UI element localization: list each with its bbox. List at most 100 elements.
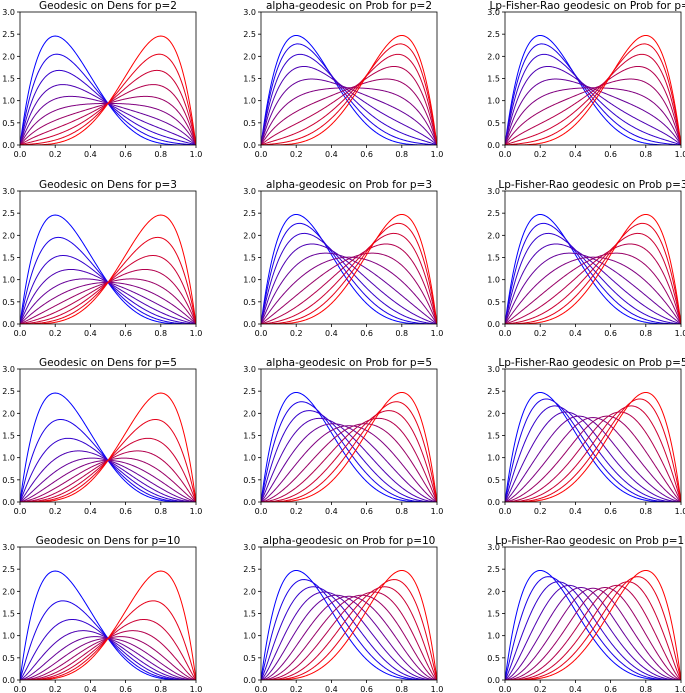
x-tick-label: 0.4	[325, 329, 338, 338]
x-tick-label: 0.6	[360, 329, 373, 338]
series-line	[20, 35, 196, 145]
y-tick-label: 0.5	[243, 298, 256, 307]
series-line	[261, 425, 437, 502]
series-line	[261, 252, 437, 324]
subplot-title: Lp-Fisher-Rao geodesic on Prob p=3	[498, 179, 685, 191]
series-line	[261, 391, 437, 502]
x-tick-label: 0.6	[604, 507, 617, 516]
x-tick-label: 0.8	[395, 150, 408, 159]
series-line	[20, 69, 196, 145]
y-tick-label: 3.0	[2, 187, 15, 196]
series-line	[261, 401, 437, 502]
y-tick-label: 3.0	[243, 365, 256, 374]
curves	[505, 391, 681, 502]
series-line	[261, 243, 437, 324]
curves	[20, 570, 196, 680]
series-line	[20, 281, 196, 324]
x-tick-label: 0.6	[119, 329, 132, 338]
subplot-title: alpha-geodesic on Prob for p=3	[266, 179, 432, 191]
series-line	[20, 278, 196, 324]
x-tick-label: 0.2	[290, 150, 303, 159]
subplot-title: Lp-Fisher-Rao geodesic on Prob for p=2	[490, 0, 685, 12]
subplot-title: Geodesic on Dens for p=2	[39, 0, 177, 12]
y-tick-label: 0.5	[243, 476, 256, 485]
curves	[505, 569, 681, 680]
y-tick-label: 0.5	[2, 476, 15, 485]
axes-frame	[504, 546, 682, 681]
x-tick-label: 0.2	[49, 329, 62, 338]
x-tick-label: 0.2	[534, 507, 547, 516]
series-line	[20, 450, 196, 502]
series-line	[261, 569, 437, 680]
y-tick-label: 0.0	[243, 498, 256, 507]
x-tick-label: 1.0	[431, 329, 444, 338]
curves	[261, 34, 437, 145]
x-tick-label: 0.8	[639, 685, 652, 693]
y-tick-label: 3.0	[243, 8, 256, 17]
x-tick-label: 1.0	[675, 507, 685, 516]
y-tick-label: 2.0	[243, 52, 256, 61]
series-line	[261, 53, 437, 145]
series-line	[505, 232, 681, 324]
y-tick-label: 1.5	[487, 432, 500, 441]
series-line	[261, 222, 437, 324]
x-tick-label: 0.0	[499, 507, 512, 516]
series-line	[261, 43, 437, 145]
y-tick-label: 1.5	[2, 432, 15, 441]
y-tick-label: 1.0	[243, 454, 256, 463]
curves	[261, 391, 437, 502]
series-line	[505, 405, 681, 502]
x-tick-label: 1.0	[431, 507, 444, 516]
series-line	[505, 256, 681, 324]
y-tick-label: 0.5	[487, 298, 500, 307]
y-tick-label: 0.0	[2, 676, 15, 685]
subplot-title: Geodesic on Dens for p=3	[39, 179, 177, 191]
x-tick-label: 0.0	[255, 685, 268, 693]
y-tick-label: 2.5	[243, 30, 256, 39]
series-line	[505, 587, 681, 680]
series-line	[20, 214, 196, 324]
series-line	[261, 586, 437, 680]
x-tick-label: 0.2	[534, 150, 547, 159]
series-line	[505, 581, 681, 680]
series-line	[505, 222, 681, 324]
subplot-dens-p10: 0.0 0.2 0.4 0.6 0.8 1.0 0.0 0.5 1.0 1.5 2.0 2.5 3.0 G…	[2, 535, 202, 693]
x-tick-label: 0.4	[569, 507, 582, 516]
y-tick-label: 3.0	[2, 543, 15, 552]
series-line	[261, 423, 437, 502]
y-tick-label: 1.5	[243, 254, 256, 263]
subplot-dens-p2: 0.0 0.2 0.4 0.6 0.8 1.0 0.0 0.5 1.0 1.5 2.0 2.5 3.0 G…	[2, 0, 202, 159]
x-tick-label: 0.8	[154, 507, 167, 516]
series-line	[20, 450, 196, 502]
y-tick-label: 2.5	[487, 565, 500, 574]
x-tick-label: 0.0	[255, 150, 268, 159]
series-line	[505, 411, 681, 502]
y-tick-label: 0.0	[243, 141, 256, 150]
y-tick-label: 3.0	[487, 187, 500, 196]
y-tick-label: 1.5	[487, 610, 500, 619]
x-tick-label: 0.8	[639, 507, 652, 516]
axes-frame	[260, 368, 438, 503]
y-tick-label: 0.5	[487, 476, 500, 485]
subplot-alpha-p10: 0.0 0.2 0.4 0.6 0.8 1.0 0.0 0.5 1.0 1.5 2.0 2.5 3.0 a…	[243, 535, 443, 693]
y-tick-label: 1.0	[243, 97, 256, 106]
y-tick-label: 2.0	[487, 409, 500, 418]
y-tick-label: 0.0	[2, 498, 15, 507]
series-line	[20, 457, 196, 502]
y-tick-label: 3.0	[243, 187, 256, 196]
x-tick-label: 1.0	[431, 150, 444, 159]
series-line	[505, 232, 681, 324]
x-tick-label: 1.0	[675, 685, 685, 693]
y-tick-label: 2.0	[2, 587, 15, 596]
series-line	[261, 579, 437, 680]
x-tick-label: 0.4	[325, 150, 338, 159]
x-tick-label: 0.0	[499, 685, 512, 693]
series-line	[20, 53, 196, 145]
series-line	[261, 87, 437, 145]
y-tick-label: 0.5	[2, 298, 15, 307]
series-line	[261, 34, 437, 145]
x-tick-label: 0.0	[14, 329, 27, 338]
y-tick-label: 2.0	[2, 52, 15, 61]
x-tick-label: 0.2	[290, 685, 303, 693]
y-tick-label: 1.5	[2, 610, 15, 619]
